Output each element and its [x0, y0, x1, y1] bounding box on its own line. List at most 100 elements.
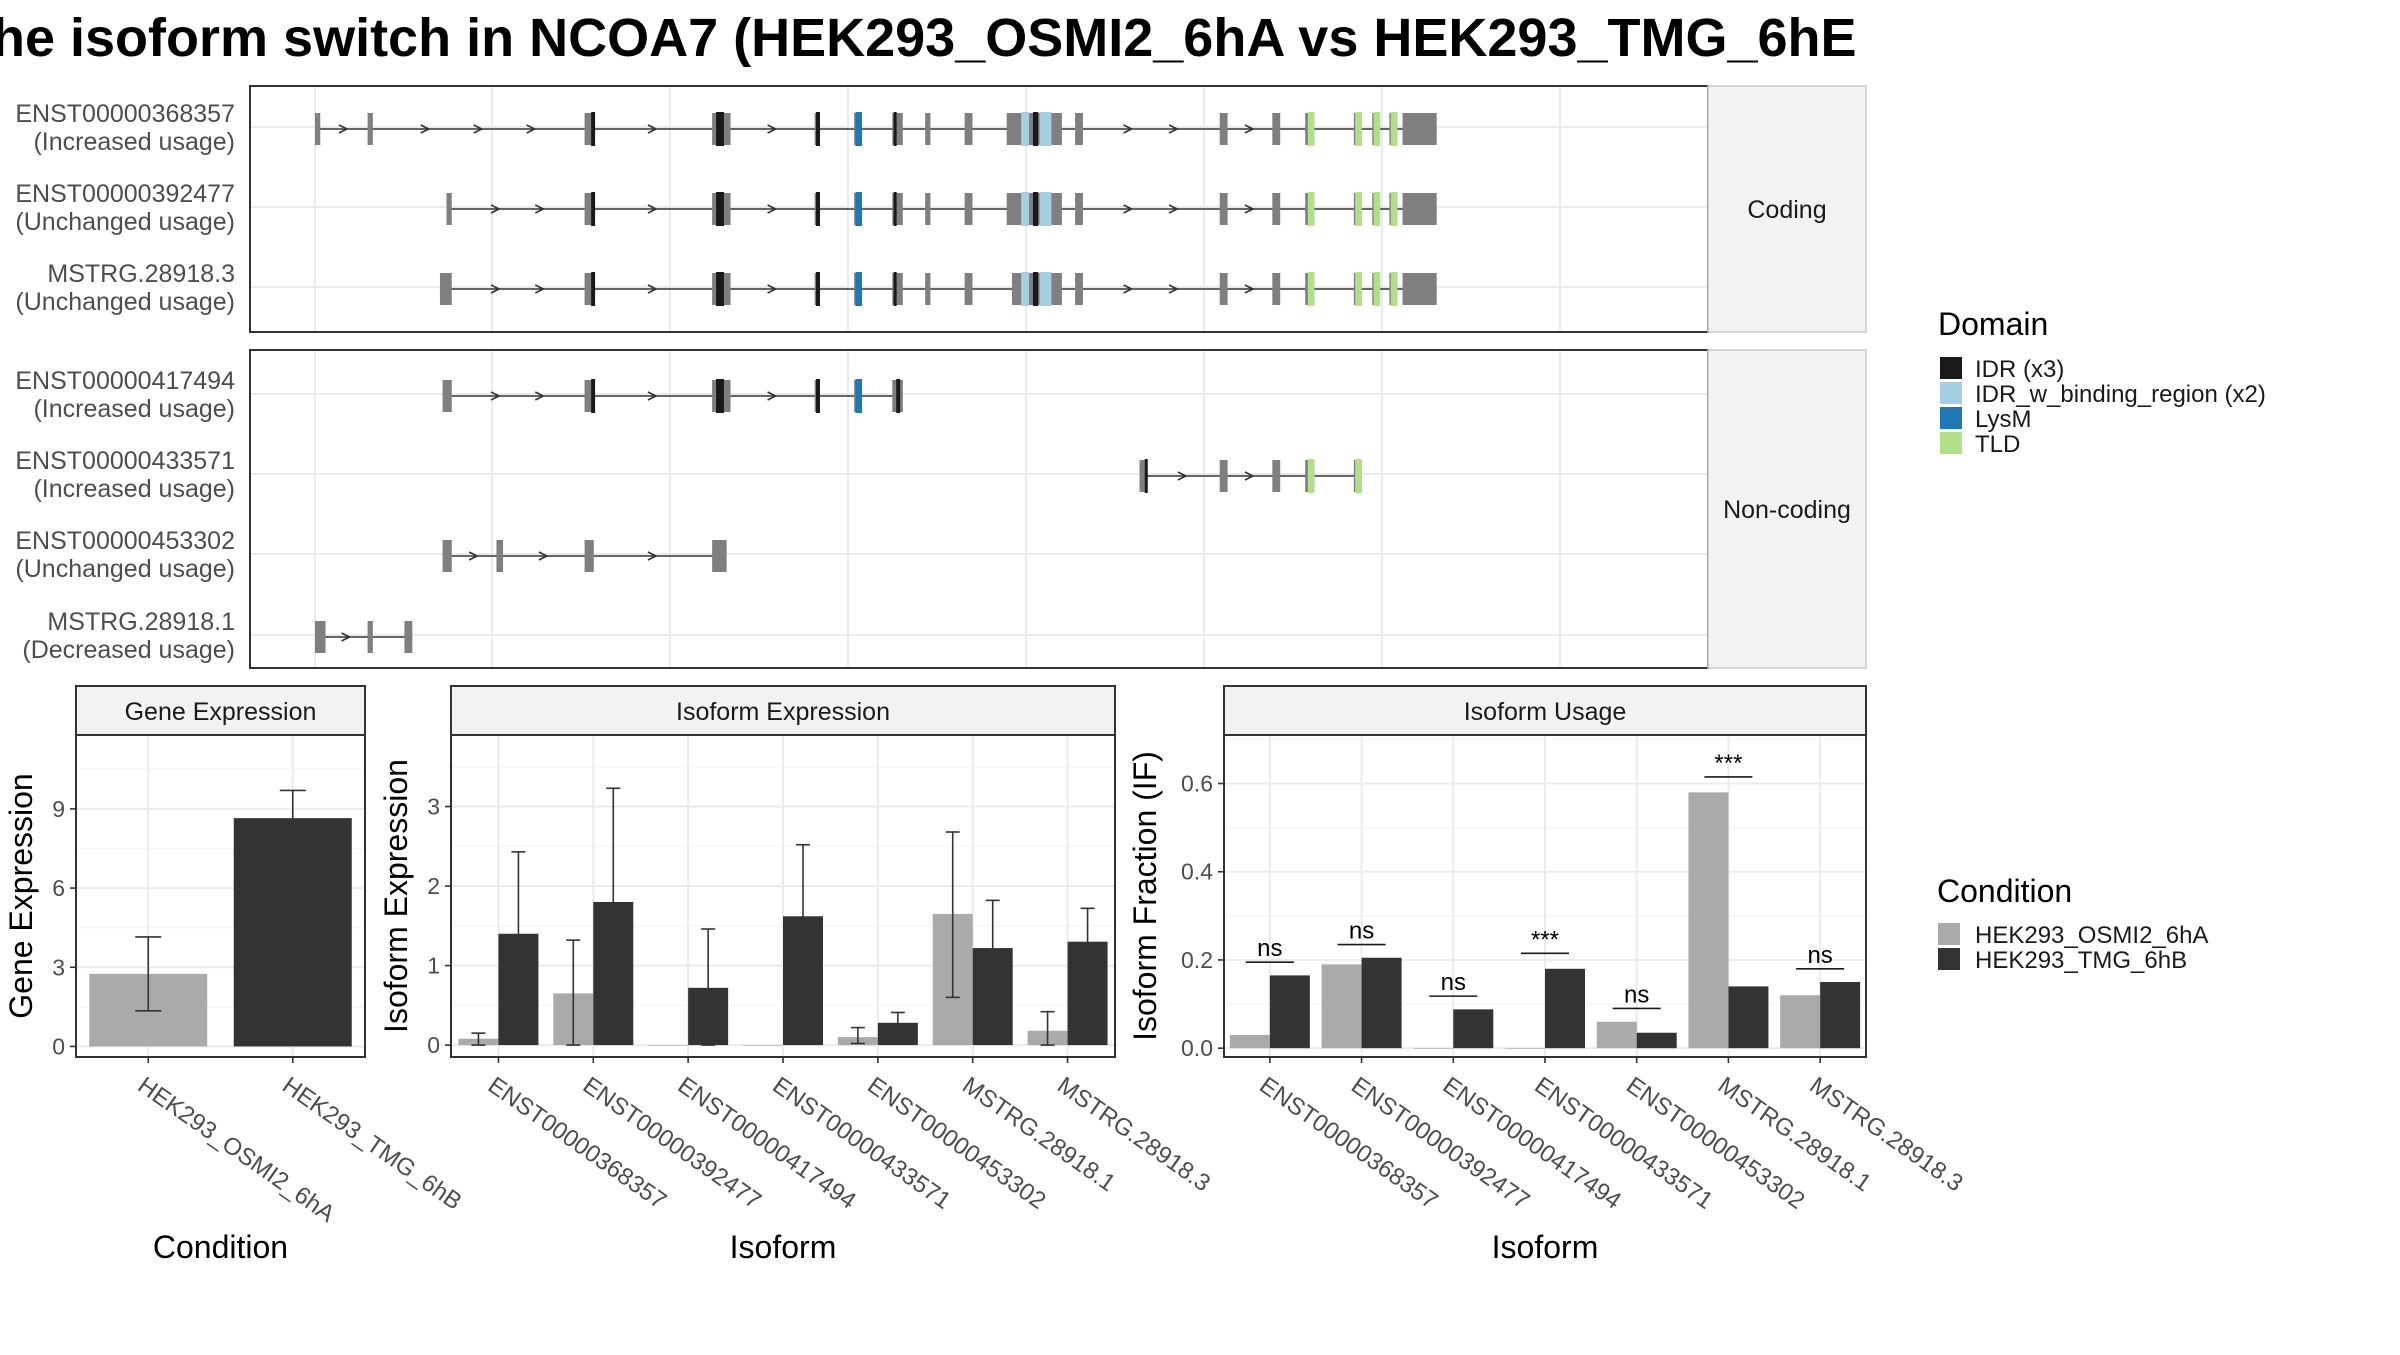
- exon: [584, 540, 594, 572]
- domain-idr_binding: [1021, 272, 1030, 306]
- transcript-row: ENST00000417494(Increased usage): [15, 367, 903, 423]
- exon: [925, 113, 931, 145]
- transcript-row: MSTRG.28918.1(Decreased usage): [22, 608, 413, 664]
- y-tick-label: 1: [427, 953, 440, 979]
- intron-arrow: [1244, 284, 1255, 294]
- exon: [1272, 193, 1281, 225]
- domain-idr: [816, 379, 820, 413]
- exon: [584, 380, 594, 412]
- domain-idr: [1032, 112, 1039, 146]
- panel-strip-label: Coding: [1747, 196, 1826, 224]
- bar-1: [233, 818, 352, 1047]
- exon: [892, 273, 903, 305]
- transcript-usage: (Unchanged usage): [15, 208, 235, 236]
- transcript-usage: (Increased usage): [33, 395, 235, 423]
- transcript-structure-plot: ENST00000368357(Increased usage)ENST0000…: [15, 85, 1867, 669]
- intron-arrow: [490, 391, 501, 401]
- domain-tld: [1390, 272, 1398, 306]
- chart-title: Isoform Usage: [1464, 698, 1627, 726]
- y-tick-label: 0.0: [1181, 1035, 1213, 1061]
- bar: [1229, 1034, 1270, 1049]
- intron-arrow: [767, 124, 778, 134]
- domain-idr: [716, 192, 724, 226]
- transcript-row: ENST00000368357(Increased usage): [15, 100, 1437, 156]
- condition-legend-swatch: [1938, 948, 1960, 970]
- bar: [1820, 982, 1861, 1049]
- transcript-usage: (Decreased usage): [22, 636, 235, 664]
- domain-tld: [1373, 192, 1381, 226]
- significance-label: ns: [1257, 935, 1282, 962]
- exon: [1075, 113, 1083, 145]
- exon: [892, 193, 903, 225]
- condition-legend-title: Condition: [1937, 873, 2072, 909]
- exon: [1075, 273, 1083, 305]
- x-tick-label: MSTRG.28918.1: [1713, 1072, 1876, 1197]
- intron-arrow: [1244, 204, 1255, 214]
- intron-arrow: [1168, 204, 1179, 214]
- domain-idr: [591, 272, 596, 306]
- domain-tld: [1307, 459, 1315, 493]
- transcript-row: ENST00000433571(Increased usage): [15, 447, 1362, 503]
- y-axis-title: Isoform Fraction (IF): [1127, 751, 1163, 1041]
- intron-arrow: [1168, 124, 1179, 134]
- figure-title: he isoform switch in NCOA7 (HEK293_OSMI2…: [0, 8, 1857, 68]
- bar: [1269, 975, 1310, 1049]
- transcript-name: ENST00000368357: [15, 100, 235, 128]
- transcript-name: ENST00000433571: [15, 447, 235, 475]
- exon: [367, 621, 373, 653]
- exon: [892, 113, 903, 145]
- exon: [1219, 273, 1228, 305]
- panel-strip-label: Non-coding: [1723, 496, 1851, 524]
- title-strip: [75, 685, 366, 736]
- domain-idr_binding: [1021, 112, 1030, 146]
- exon: [584, 193, 594, 225]
- domain-legend-swatch: [1940, 407, 1962, 429]
- transcript-name: ENST00000417494: [15, 367, 235, 395]
- domain-tld: [1355, 192, 1362, 226]
- domain-idr: [816, 192, 820, 226]
- transcript-usage: (Unchanged usage): [15, 555, 235, 583]
- significance-label: ***: [1714, 750, 1742, 777]
- intron-arrow: [647, 284, 658, 294]
- intron-arrow: [1123, 124, 1134, 134]
- exon: [446, 193, 452, 225]
- x-tick-label: ENST00000417494: [673, 1072, 861, 1215]
- exon: [367, 113, 373, 145]
- exon: [712, 540, 727, 572]
- domain-legend-label: IDR_w_binding_region (x2): [1975, 381, 2266, 408]
- domain-idr: [1032, 192, 1039, 226]
- domain-legend-title: Domain: [1938, 306, 2048, 342]
- chart-title: Gene Expression: [125, 698, 317, 726]
- isoform-usage-chart: ns ns ns *** ns *** ns Isoform Usage 0.0 0.2 0.4 0.…: [1127, 685, 1968, 1265]
- condition-legend-swatch: [1938, 923, 1960, 945]
- exon: [964, 193, 973, 225]
- x-axis-title: Isoform: [730, 1229, 837, 1265]
- transcript-usage: (Unchanged usage): [15, 288, 235, 316]
- bar: [1596, 1021, 1637, 1049]
- transcript-name: MSTRG.28918.3: [47, 260, 235, 288]
- bar: [1453, 1009, 1494, 1049]
- exon: [1402, 273, 1437, 305]
- exon: [1272, 460, 1281, 492]
- intron-arrow: [534, 284, 546, 294]
- intron-arrow: [534, 204, 546, 214]
- exon: [1402, 193, 1437, 225]
- chart-title: Isoform Expression: [676, 698, 890, 726]
- intron-arrow: [338, 124, 349, 134]
- domain-legend-swatch: [1940, 432, 1962, 454]
- bar: [743, 1045, 783, 1046]
- domain-legend: Domain IDR (x3)IDR_w_binding_region (x2)L…: [1938, 306, 2266, 458]
- significance-label: ***: [1531, 926, 1559, 953]
- domain-tld: [1355, 272, 1362, 306]
- exon: [1402, 113, 1437, 145]
- intron-arrow: [1177, 471, 1188, 481]
- domain-legend-label: TLD: [1975, 431, 2020, 458]
- domain-idr: [1032, 272, 1039, 306]
- bar: [1361, 957, 1402, 1049]
- domain-lysm: [855, 112, 863, 146]
- transcript-row: MSTRG.28918.3(Unchanged usage): [15, 260, 1437, 316]
- domain-lysm: [855, 192, 863, 226]
- intron-arrow: [647, 551, 658, 561]
- significance-label: ns: [1349, 918, 1374, 945]
